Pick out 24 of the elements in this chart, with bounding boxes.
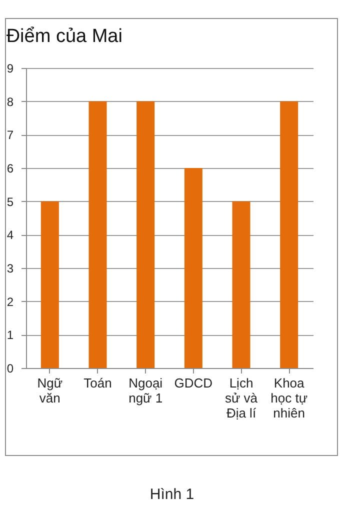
y-tick-label: 4 [6,228,14,242]
y-tick-label: 5 [6,194,14,209]
y-tick-label: 0 [6,362,14,376]
y-tick-label: 6 [6,162,14,176]
bar [280,101,298,368]
bar [40,201,59,368]
bar [232,201,250,368]
y-tick-label: 2 [6,294,14,309]
y-tick-label: 9 [6,62,14,76]
x-tick-label: Ngoại ngữ 1 [128,376,163,406]
x-tick-label: Lịch sử và Địa lí [224,376,258,420]
x-tick-label: GDCD [174,376,213,390]
bar [136,101,155,368]
y-tick-label: 8 [6,94,14,109]
chart-title: Điểm của Mai [6,26,122,47]
y-tick-label: 7 [6,128,14,142]
x-tick-label: Ngữ văn [37,376,63,406]
y-tick-label: 1 [6,328,14,342]
y-tick-label: 3 [6,262,14,276]
text: Hình 1 [148,486,196,503]
bar [88,101,107,368]
x-tick-label: Khoa học tự nhiên [270,376,308,420]
bar [184,168,202,368]
x-tick-label: Toán [84,376,112,390]
